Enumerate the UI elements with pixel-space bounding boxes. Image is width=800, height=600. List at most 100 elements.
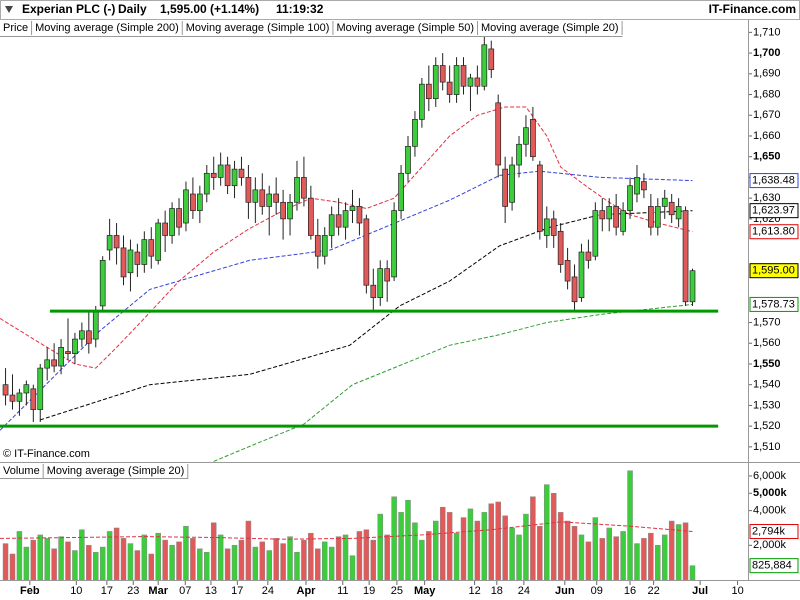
x-tick-label: 07 [179, 585, 191, 597]
candle-body [592, 210, 599, 257]
candle-body [16, 392, 23, 402]
y-tick-label: 1,700 [753, 47, 781, 59]
period: Daily [118, 2, 147, 16]
candle-body [627, 185, 633, 211]
candle-body [405, 145, 411, 174]
candle-body [92, 311, 99, 340]
x-tick-label: 17 [101, 585, 113, 597]
volume-bar [37, 534, 43, 580]
candle-body [224, 164, 231, 187]
candle-body [384, 268, 391, 282]
volume-bar [571, 525, 578, 580]
candle-body [141, 239, 148, 265]
x-tick-label: 09 [591, 585, 603, 597]
volume-plot [0, 470, 696, 580]
x-tick-label: 16 [624, 585, 636, 597]
candle-body [425, 83, 432, 100]
candle-body [398, 172, 404, 211]
volume-bar [349, 555, 356, 580]
volume-bar [495, 501, 501, 580]
candle-body [391, 210, 397, 278]
candle-body [217, 164, 224, 178]
volume-bar [51, 548, 57, 580]
volume-tick-label: 5,000k [753, 487, 788, 499]
volume-bar [155, 532, 161, 580]
candle-body [113, 235, 120, 249]
value-box [749, 203, 799, 219]
volume-bar [259, 541, 266, 580]
legend-background [0, 463, 180, 478]
y-tick-label: 1,650 [753, 151, 781, 163]
candle-body [308, 197, 314, 236]
volume-bar [363, 529, 370, 580]
volume-bar [613, 536, 619, 580]
moving-average [0, 106, 693, 369]
candle-body [190, 193, 196, 211]
candle-body [99, 259, 106, 307]
candle-body [419, 83, 425, 120]
x-tick-label: 19 [363, 585, 375, 597]
x-tick-label: 25 [391, 585, 403, 597]
volume-bar [384, 534, 390, 580]
candle-body [543, 218, 550, 236]
volume-bar [245, 520, 252, 580]
volume-bar [585, 541, 592, 580]
volume-bar [72, 550, 78, 580]
candle-body [363, 218, 370, 286]
volume-bar [509, 527, 515, 580]
candle-body [238, 168, 245, 178]
candle-body [342, 210, 349, 228]
value-box [749, 524, 799, 540]
volume-bar [238, 539, 245, 580]
volume-bar [689, 565, 696, 580]
volume-bar [183, 525, 189, 580]
volume-bar [426, 531, 432, 580]
volume-bar [627, 470, 633, 580]
volume-bar [9, 553, 16, 580]
candle-body [328, 214, 335, 236]
y-tick-label: 1,540 [753, 379, 781, 391]
header: Experian PLC (-) Daily 1,595.00 (+1.14%)… [22, 2, 796, 16]
candle-body [446, 81, 453, 95]
candle-body [120, 247, 127, 278]
volume-bar [530, 496, 536, 580]
volume-bar [16, 531, 23, 580]
candle-body [162, 222, 168, 236]
y-tick-label: 1,630 [753, 192, 781, 204]
candle-body [134, 251, 141, 265]
candle-body [176, 208, 182, 228]
y-tick-label: 1,710 [753, 26, 781, 38]
volume-bar [23, 546, 30, 580]
volume-bar [523, 513, 529, 580]
value-box-label: 1,578.73 [752, 298, 795, 310]
candle-body [106, 235, 113, 251]
legend-item: Moving average (Simple 200) [35, 22, 179, 34]
x-tick-label: Mar [148, 585, 168, 597]
candle-body [85, 330, 92, 344]
legend-item: Moving average (Simple 20) [47, 465, 185, 477]
candle-body [30, 388, 37, 410]
volume-bar [44, 538, 50, 580]
x-tick-label: 24 [518, 585, 530, 597]
volume-bar [169, 545, 175, 580]
candle-body [203, 172, 210, 195]
value-box-label: 1,595.00 [752, 265, 795, 277]
volume-bar [356, 531, 363, 580]
candle-body [564, 259, 571, 282]
y-tick-label: 1,520 [753, 420, 781, 432]
volume-bar [252, 546, 259, 580]
candle-body [668, 201, 675, 216]
volume-bar [592, 517, 599, 580]
y-tick-label: 1,550 [753, 358, 781, 370]
x-tick-label: 10 [731, 585, 743, 597]
legend-background [0, 20, 748, 36]
volume-bar [141, 534, 148, 580]
volume-bar [99, 546, 106, 580]
volume-bar [446, 512, 453, 580]
value-box [749, 173, 799, 189]
candle-body [516, 143, 522, 166]
dropdown-icon[interactable] [5, 6, 13, 13]
candle-body [682, 210, 689, 303]
volume-bar [134, 550, 141, 580]
